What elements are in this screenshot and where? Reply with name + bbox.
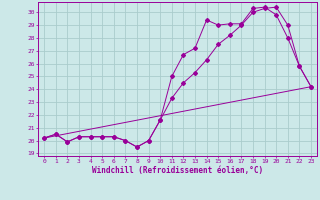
X-axis label: Windchill (Refroidissement éolien,°C): Windchill (Refroidissement éolien,°C) [92,166,263,175]
